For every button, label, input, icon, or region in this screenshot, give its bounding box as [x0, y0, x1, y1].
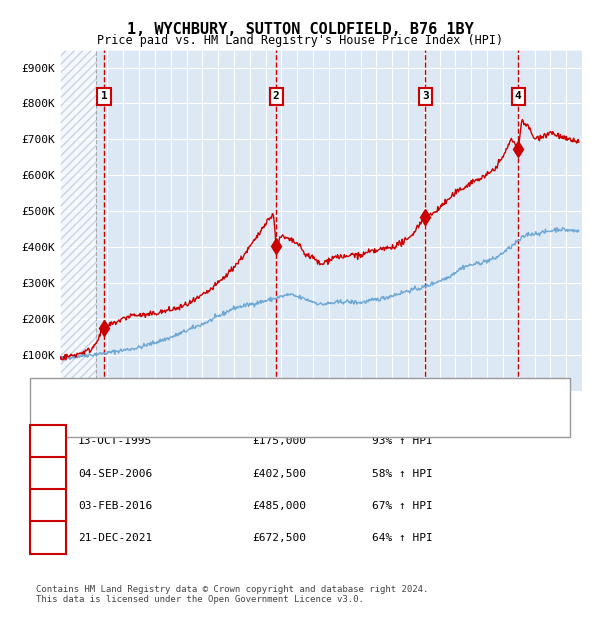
- Text: £485,000: £485,000: [252, 501, 306, 511]
- Text: 1: 1: [44, 436, 52, 446]
- Text: 13-OCT-1995: 13-OCT-1995: [78, 436, 152, 446]
- Text: 3: 3: [44, 501, 52, 511]
- Text: 04-SEP-2006: 04-SEP-2006: [78, 469, 152, 479]
- Text: HPI: Average price, detached house, Birmingham: HPI: Average price, detached house, Birm…: [90, 412, 377, 422]
- Text: 1: 1: [101, 91, 107, 101]
- Text: 64% ↑ HPI: 64% ↑ HPI: [372, 533, 433, 543]
- Text: 58% ↑ HPI: 58% ↑ HPI: [372, 469, 433, 479]
- Text: 93% ↑ HPI: 93% ↑ HPI: [372, 436, 433, 446]
- Text: 4: 4: [44, 533, 52, 543]
- Text: £175,000: £175,000: [252, 436, 306, 446]
- Text: 1, WYCHBURY, SUTTON COLDFIELD, B76 1BY: 1, WYCHBURY, SUTTON COLDFIELD, B76 1BY: [127, 22, 473, 37]
- Text: 2: 2: [44, 469, 52, 479]
- Text: 4: 4: [515, 91, 521, 101]
- Text: 2: 2: [273, 91, 280, 101]
- Text: 1, WYCHBURY, SUTTON COLDFIELD, B76 1BY (detached house): 1, WYCHBURY, SUTTON COLDFIELD, B76 1BY (…: [90, 393, 434, 403]
- Text: Price paid vs. HM Land Registry's House Price Index (HPI): Price paid vs. HM Land Registry's House …: [97, 34, 503, 47]
- Text: £672,500: £672,500: [252, 533, 306, 543]
- Text: 21-DEC-2021: 21-DEC-2021: [78, 533, 152, 543]
- Text: 03-FEB-2016: 03-FEB-2016: [78, 501, 152, 511]
- Text: Contains HM Land Registry data © Crown copyright and database right 2024.
This d: Contains HM Land Registry data © Crown c…: [36, 585, 428, 604]
- Text: £402,500: £402,500: [252, 469, 306, 479]
- Text: 3: 3: [422, 91, 428, 101]
- Bar: [60, 50, 97, 391]
- Text: 67% ↑ HPI: 67% ↑ HPI: [372, 501, 433, 511]
